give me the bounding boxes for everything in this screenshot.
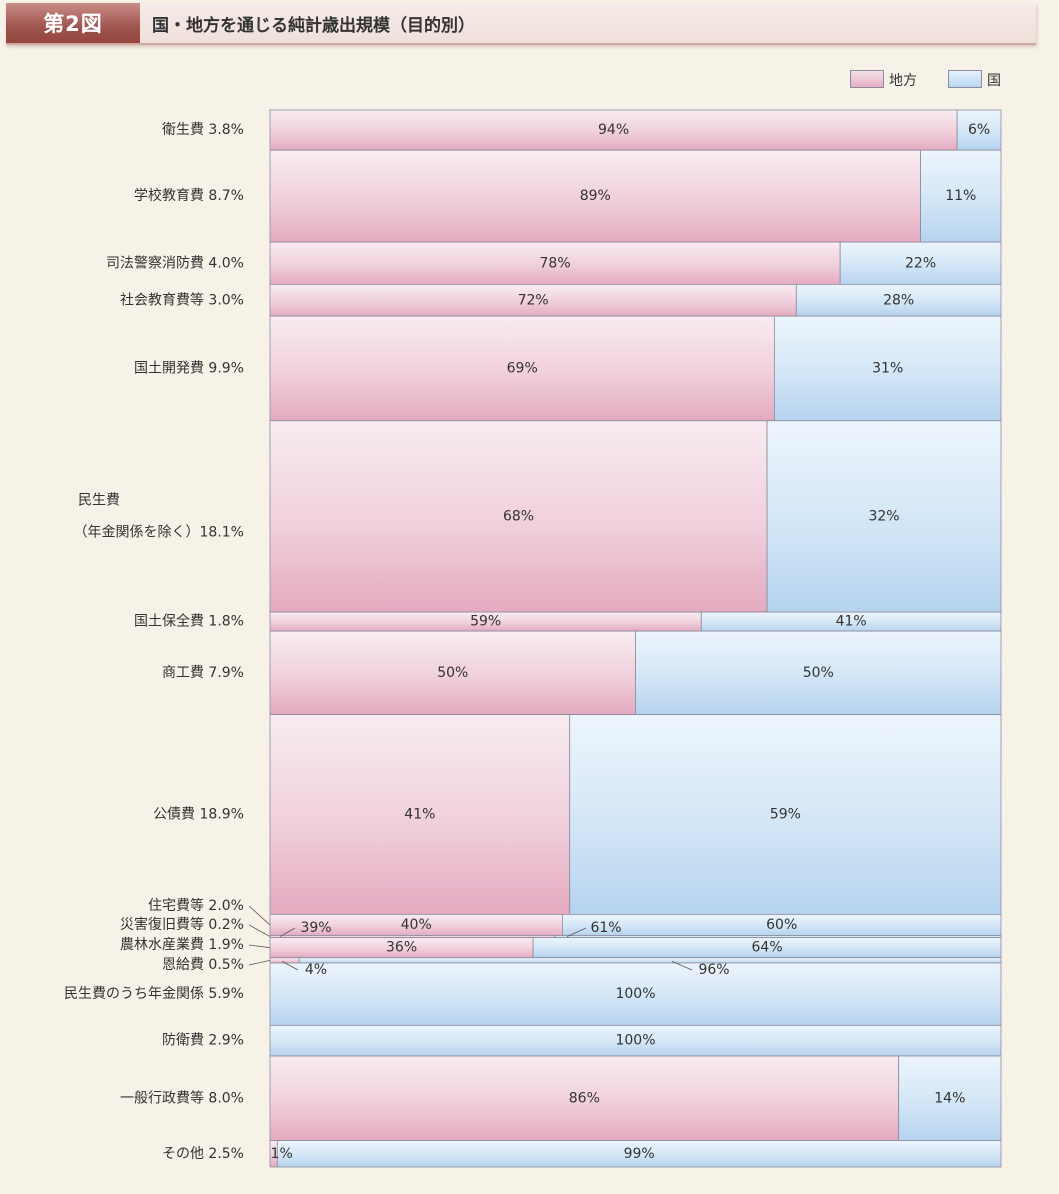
category-label-category-9: 住宅費等 2.0% — [148, 897, 244, 914]
bar-local-category-12 — [269, 957, 300, 964]
leader-local-category-12 — [281, 961, 299, 971]
category-label-category-12: 恩給費 0.5% — [162, 957, 244, 973]
value-label-local-category-12: 4% — [305, 962, 327, 978]
value-label-local-category-8: 41% — [404, 806, 435, 822]
bar-national-category-3 — [795, 284, 1002, 317]
category-label-category-16: その他 2.5% — [162, 1146, 244, 1162]
value-label-national-category-0: 6% — [968, 122, 990, 138]
bar-national-category-8 — [569, 714, 1002, 915]
leader-line-category-10 — [248, 924, 271, 937]
bar-local-category-4 — [269, 315, 775, 422]
value-label-local-category-3: 72% — [518, 292, 549, 308]
value-label-national-category-13: 100% — [615, 986, 655, 1002]
value-label-national-category-3: 28% — [883, 292, 914, 308]
value-label-local-category-9: 40% — [401, 917, 432, 933]
bar-local-category-8 — [269, 714, 571, 915]
bar-national-category-15 — [898, 1055, 1002, 1141]
category-label-category-13: 民生費のうち年金関係 5.9% — [64, 986, 244, 1002]
bar-local-category-1 — [269, 149, 921, 243]
value-label-local-category-11: 36% — [386, 940, 417, 956]
category-label-category-15: 一般行政費等 8.0% — [120, 1089, 244, 1106]
category-label-category-8: 公債費 18.9% — [153, 806, 244, 822]
category-label-category-4: 国土開発費 9.9% — [134, 360, 244, 376]
bar-national-category-1 — [920, 149, 1002, 243]
value-label-local-category-5: 68% — [503, 508, 534, 524]
value-label-national-category-2: 22% — [905, 255, 936, 271]
value-label-national-category-8: 59% — [770, 806, 801, 822]
value-label-national-category-7: 50% — [803, 665, 834, 681]
category-label-category-3: 社会教育費等 3.0% — [120, 291, 244, 308]
bars-group — [269, 109, 1002, 1168]
category-label-category-11: 農林水産業費 1.9% — [120, 937, 244, 953]
value-label-local-category-0: 94% — [598, 122, 629, 138]
value-label-local-category-2: 78% — [540, 255, 571, 271]
value-label-local-category-10: 39% — [300, 920, 331, 936]
bar-national-category-12 — [298, 957, 1002, 964]
category-label-category-5-line2: （年金関係を除く）18.1% — [74, 524, 244, 540]
bar-national-category-5 — [766, 420, 1002, 613]
value-label-local-category-7: 50% — [437, 665, 468, 681]
bar-national-category-4 — [773, 315, 1002, 422]
value-label-national-category-14: 100% — [615, 1033, 655, 1049]
leader-local-category-10 — [279, 927, 296, 937]
legend-label-local: 地方 — [889, 73, 917, 89]
bar-national-category-7 — [635, 630, 1002, 716]
legend: 地方 国 — [848, 68, 1008, 90]
category-label-category-5: 民生費 — [78, 492, 120, 508]
value-label-local-category-4: 69% — [507, 360, 538, 376]
bar-national-category-16 — [276, 1140, 1002, 1168]
category-label-category-0: 衛生費 3.8% — [162, 122, 244, 138]
category-label-category-10: 災害復旧費等 0.2% — [120, 916, 244, 933]
value-label-local-category-15: 86% — [569, 1090, 600, 1106]
legend-swatch-local — [850, 70, 884, 88]
category-label-category-14: 防衛費 2.9% — [162, 1033, 244, 1049]
category-label-category-2: 司法警察消防費 4.0% — [106, 254, 244, 271]
value-label-national-category-15: 14% — [934, 1090, 965, 1106]
bar-local-category-2 — [269, 241, 841, 285]
value-label-national-category-12: 96% — [698, 962, 729, 978]
chart-title: 国・地方を通じる純計歳出規模（目的別） — [152, 15, 475, 36]
legend-swatch-national — [948, 70, 982, 88]
value-label-national-category-16: 99% — [624, 1146, 655, 1162]
value-label-national-category-4: 31% — [872, 360, 903, 376]
leader-line-category-12 — [248, 959, 271, 966]
leader-line-category-9 — [248, 905, 271, 926]
figure-number-label: 第2図 — [6, 3, 140, 43]
bar-national-category-2 — [839, 241, 1002, 285]
category-label-category-7: 商工費 7.9% — [162, 665, 244, 681]
bar-local-category-5 — [269, 420, 768, 613]
value-label-local-category-6: 59% — [470, 614, 501, 630]
value-label-national-category-1: 11% — [945, 188, 976, 204]
category-label-category-1: 学校教育費 8.7% — [134, 187, 244, 204]
value-label-national-category-10: 61% — [590, 920, 621, 936]
value-label-local-category-1: 89% — [580, 188, 611, 204]
labels-group: 衛生費 3.8% 学校教育費 8.7% 司法警察消防費 4.0% 社会教育費等 3.0… — [64, 122, 990, 1162]
figure-header: 第2図 国・地方を通じる純計歳出規模（目的別） — [6, 3, 1036, 45]
legend-label-national: 国 — [987, 73, 1001, 89]
leader-national-category-12 — [671, 960, 693, 971]
leader-national-category-10 — [566, 927, 587, 937]
value-label-national-category-6: 41% — [836, 614, 867, 630]
bar-national-category-13 — [269, 962, 1002, 1026]
value-label-national-category-9: 60% — [766, 917, 797, 933]
value-label-national-category-5: 32% — [868, 508, 899, 524]
bar-local-category-7 — [269, 630, 636, 716]
category-label-category-6: 国土保全費 1.8% — [134, 613, 244, 630]
value-label-national-category-11: 64% — [752, 940, 783, 956]
leader-line-category-11 — [248, 944, 271, 949]
value-label-local-category-16: 1% — [271, 1146, 293, 1162]
